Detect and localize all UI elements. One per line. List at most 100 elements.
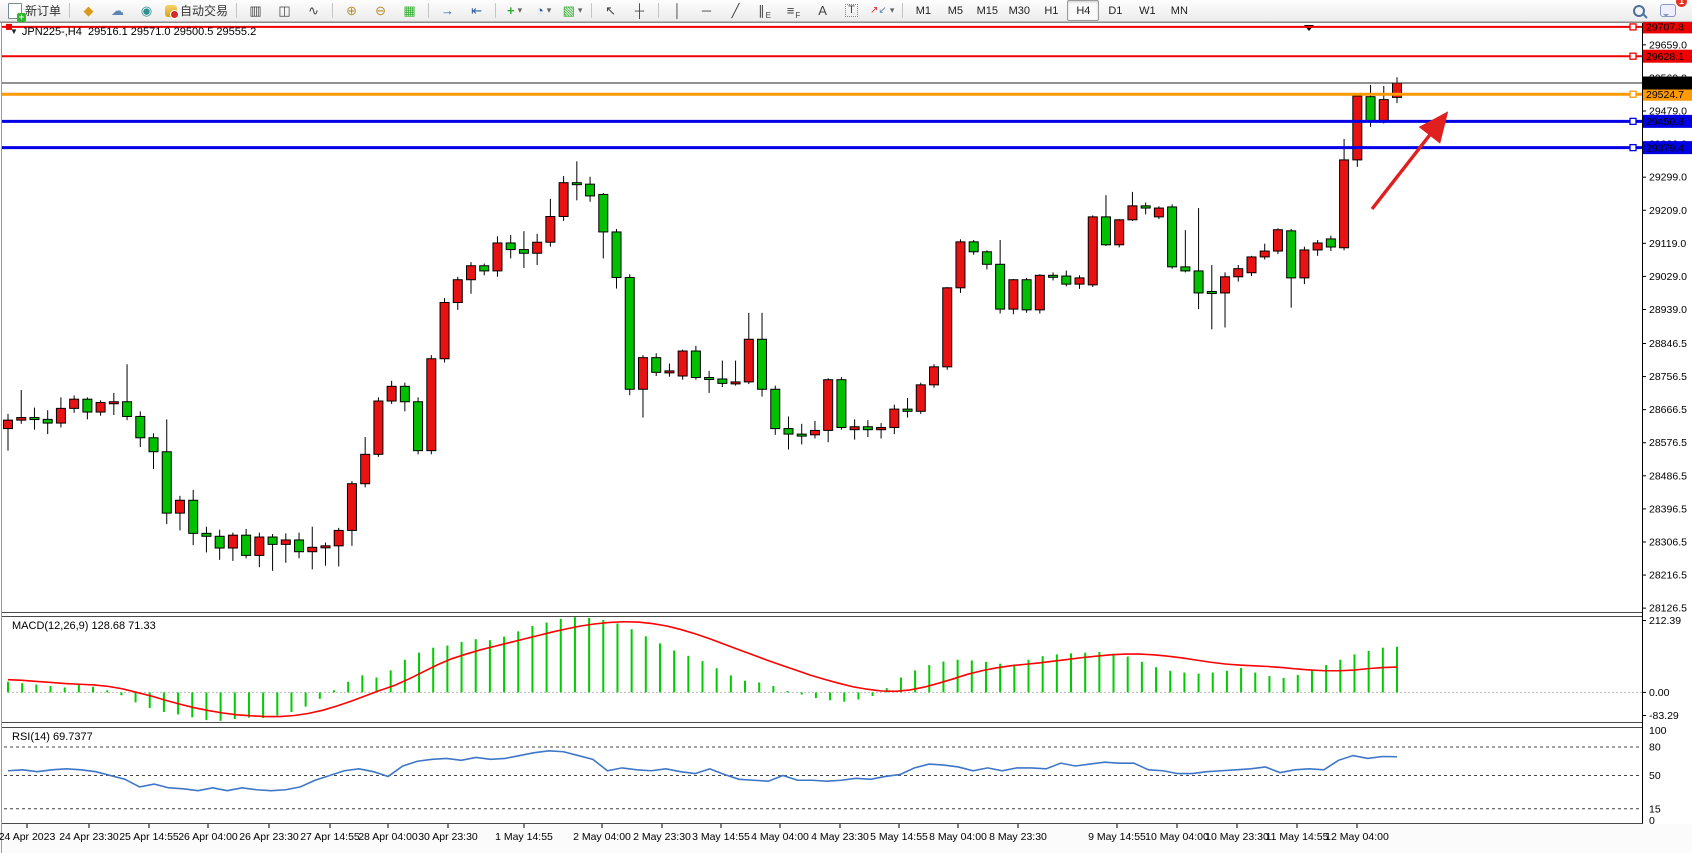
label-tool-button[interactable]: T <box>837 0 866 21</box>
indicators-button[interactable]: + ▾ <box>500 0 529 21</box>
panel-splitter[interactable] <box>0 610 1692 620</box>
data-window-button[interactable]: ☁ <box>103 0 132 21</box>
svg-text:28666.5: 28666.5 <box>1649 404 1687 416</box>
bear-candle <box>651 357 662 373</box>
timeframe-h4-button[interactable]: H4 <box>1067 0 1100 21</box>
bear-candle <box>413 401 424 452</box>
trend-arrow-annotation[interactable] <box>1370 111 1449 211</box>
notifications-button[interactable]: 1 <box>1653 0 1688 21</box>
fibonacci-tool-button[interactable]: ≡ F <box>786 3 801 20</box>
horizontal-line-tool-button[interactable]: ─ <box>692 0 721 21</box>
timeframe-m15-button[interactable]: M15 <box>976 4 999 17</box>
time-axis-label: 24 Apr 23:30 <box>59 831 119 843</box>
divider <box>591 3 593 18</box>
bull-candle <box>174 499 185 514</box>
bull-candle <box>1034 274 1045 311</box>
svg-text:29524.7: 29524.7 <box>1646 89 1684 101</box>
bear-candle <box>598 193 609 233</box>
bull-candle <box>320 545 331 549</box>
auto-trading-icon <box>165 4 180 19</box>
svg-text:28216.5: 28216.5 <box>1649 570 1687 582</box>
bull-candle <box>545 216 556 243</box>
divider <box>69 3 71 18</box>
macd-panel[interactable] <box>7 617 1398 721</box>
market-watch-button[interactable]: ◆ <box>74 0 103 21</box>
bull-candle <box>532 241 543 254</box>
new-order-label: 新订单 <box>25 4 62 18</box>
arrows-tool-button[interactable]: ↗ ↙ ▾ <box>866 0 898 21</box>
svg-text:28756.5: 28756.5 <box>1649 371 1687 383</box>
search-button[interactable] <box>1624 0 1653 21</box>
divider <box>902 3 904 18</box>
bear-candle <box>571 182 582 186</box>
ohlc-values: 29516.1 29571.0 29500.5 29555.2 <box>87 26 257 38</box>
templates-button[interactable]: ▧ ▾ <box>558 0 587 21</box>
bear-candle <box>1061 275 1072 285</box>
zoom-in-icon: ⊕ <box>346 3 357 18</box>
timeframe-d1-button[interactable]: D1 <box>1108 4 1123 17</box>
vertical-line-tool-button[interactable]: │ <box>663 0 692 21</box>
symbol-period-label: JPN225-,H4 <box>21 26 82 38</box>
svg-text:29299.0: 29299.0 <box>1649 172 1687 184</box>
divider <box>658 3 660 18</box>
bear-candle <box>1021 279 1032 311</box>
time-axis-label: 28 Apr 04:00 <box>358 831 418 843</box>
cursor-tool-button[interactable]: ↖ <box>596 0 625 21</box>
timeframe-m1-button[interactable]: M1 <box>915 4 931 17</box>
timeframe-w1-button[interactable]: W1 <box>1139 4 1156 17</box>
indicators-icon: + <box>506 3 515 18</box>
time-axis[interactable]: 24 Apr 2023 24 Apr 23:30 25 Apr 14:55 26 Ap… <box>0 824 1389 843</box>
time-axis-label: 27 Apr 14:55 <box>300 831 360 843</box>
rsi-panel[interactable] <box>7 749 1398 792</box>
bar-chart-button[interactable]: ▥ <box>241 0 270 21</box>
timeframe-m5-button[interactable]: M5 <box>947 4 963 17</box>
bull-candle <box>466 265 476 281</box>
bear-candle <box>836 379 847 428</box>
vertical-line-icon: │ <box>673 3 682 18</box>
divider <box>332 3 334 18</box>
zoom-in-button[interactable]: ⊕ <box>337 0 366 21</box>
price-axis[interactable]: 29659.029569.029479.029389.029299.029209… <box>1642 22 1692 827</box>
arrow-up-icon: ↗ <box>870 4 879 16</box>
svg-text:29450.8: 29450.8 <box>1646 116 1684 128</box>
bull-candle <box>439 302 450 360</box>
broadcast-button[interactable]: ◉ <box>132 0 161 21</box>
timeframe-m30-button[interactable]: M30 <box>1008 4 1031 17</box>
bear-candle <box>518 249 529 254</box>
tile-windows-button[interactable]: ▦ <box>395 0 424 21</box>
trendline-tool-button[interactable]: ╱ <box>721 0 750 21</box>
candlestick-chart-button[interactable]: ◫ <box>270 0 299 21</box>
text-tool-button[interactable]: A <box>808 0 837 21</box>
bear-candle <box>214 535 225 549</box>
svg-text:29628.1: 29628.1 <box>1646 51 1684 63</box>
bear-candle <box>29 417 40 421</box>
bear-candle <box>1048 274 1059 278</box>
chart-canvas[interactable]: 29659.029569.029479.029389.029299.029209… <box>0 22 1692 853</box>
timeframe-h1-button[interactable]: H1 <box>1044 4 1059 17</box>
periods-button[interactable]: ◔ ▾ <box>529 0 558 21</box>
divider <box>495 3 497 18</box>
bear-candle <box>968 241 979 253</box>
chart-shift-button[interactable]: ⇤ <box>462 0 491 21</box>
zoom-out-button[interactable]: ⊖ <box>366 0 395 21</box>
time-axis-label: 4 May 23:30 <box>811 831 869 843</box>
gold-box-icon: ◆ <box>83 3 94 18</box>
new-order-icon: + <box>8 2 26 22</box>
bear-candle <box>1167 206 1178 268</box>
auto-trading-button[interactable]: 自动交易 <box>161 0 232 21</box>
auto-scroll-button[interactable]: → <box>433 0 462 21</box>
crosshair-tool-button[interactable]: ┼ <box>625 0 654 21</box>
bull-candle <box>1352 95 1363 161</box>
timeframe-mn-button[interactable]: MN <box>1170 4 1188 17</box>
svg-text:28576.5: 28576.5 <box>1649 437 1687 449</box>
channel-tool-button[interactable]: ∥ E <box>758 3 771 20</box>
new-order-button[interactable]: + 新订单 <box>4 0 65 22</box>
main-price-panel[interactable] <box>2 23 1642 571</box>
bear-candle <box>1140 205 1151 209</box>
svg-text:29555.2: 29555.2 <box>1646 78 1684 90</box>
bull-candle <box>743 338 754 383</box>
panel-splitter[interactable] <box>0 720 1692 731</box>
one-click-trading-arrow-icon[interactable]: ▼ <box>10 27 18 36</box>
text-label-icon: T <box>845 4 858 17</box>
line-chart-button[interactable]: ∿ <box>299 0 328 21</box>
